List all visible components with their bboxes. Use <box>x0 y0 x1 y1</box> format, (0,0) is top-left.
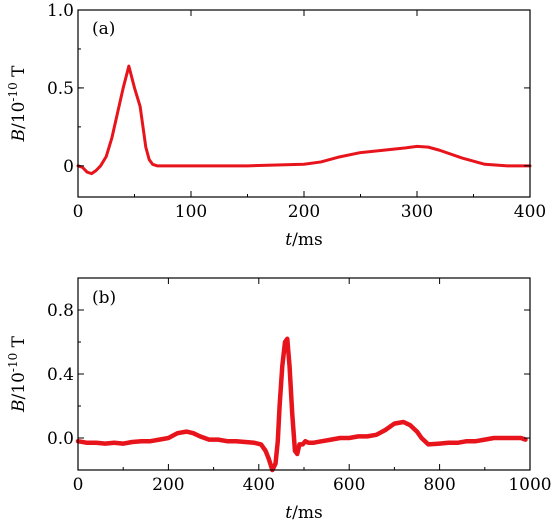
panel-b-x-axis-label: t/ms <box>285 503 322 523</box>
panel-a: (a) 0 100 200 300 400 0 0.5 1.0 t/ms B/10-10 T <box>6 1 546 250</box>
panel-a-series-line <box>76 64 532 176</box>
panel-b-x-tick-label: 200 <box>152 475 184 495</box>
panel-a-y-axis-label: B/10-10 T <box>6 65 29 143</box>
panel-b-x-tick-label: 800 <box>423 475 455 495</box>
panel-a-x-tick-label: 0 <box>73 202 84 222</box>
panel-a-x-tick-label: 300 <box>401 202 433 222</box>
panel-b: (b) 0 200 400 600 800 1000 0.0 0.4 0.8 t/ms B/10-1… <box>6 277 552 523</box>
panel-a-y-tick-label: 0 <box>63 157 74 177</box>
panel-a-x-tick-label: 100 <box>175 202 207 222</box>
panel-a-x-tick-label: 200 <box>288 202 320 222</box>
panel-b-label: (b) <box>92 288 116 308</box>
panel-b-y-tick-label: 0.8 <box>47 301 74 321</box>
panel-a-x-axis-label: t/ms <box>285 230 322 250</box>
panel-b-x-tick-label: 600 <box>333 475 365 495</box>
panel-b-y-tick-label: 0.0 <box>47 429 74 449</box>
panel-a-plot-frame <box>77 9 531 198</box>
panel-a-label: (a) <box>92 19 115 39</box>
panel-a-x-tick-label: 400 <box>514 202 546 222</box>
panel-b-x-tick-label: 1000 <box>508 475 551 495</box>
panel-b-y-axis-label: B/10-10 T <box>6 335 29 413</box>
panel-b-series-line <box>75 336 528 473</box>
panel-b-x-tick-label: 0 <box>73 475 84 495</box>
panel-b-x-tick-label: 400 <box>243 475 275 495</box>
panel-a-y-tick-label: 0.5 <box>47 79 74 99</box>
panel-b-y-tick-label: 0.4 <box>47 365 74 385</box>
panel-a-y-tick-label: 1.0 <box>47 1 74 21</box>
